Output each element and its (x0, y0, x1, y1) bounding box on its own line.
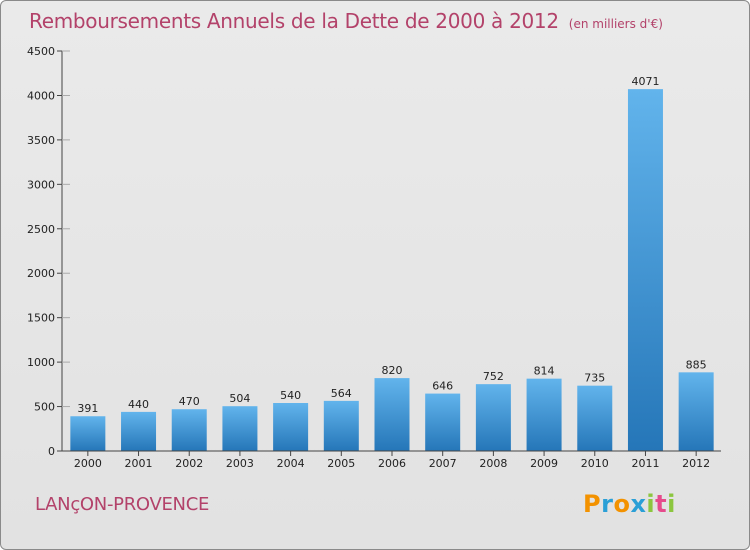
bar (577, 385, 613, 451)
x-tick-label: 2007 (429, 457, 457, 470)
x-tick-label: 2000 (74, 457, 102, 470)
x-tick-label: 2010 (581, 457, 609, 470)
x-tick-label: 2004 (277, 457, 305, 470)
logo-letter: i (667, 490, 676, 518)
y-tick-label: 0 (48, 445, 55, 458)
logo-letter: t (655, 490, 668, 518)
y-tick-label: 2500 (27, 223, 55, 236)
x-tick-label: 2001 (125, 457, 153, 470)
bar (425, 393, 461, 451)
y-tick-label: 500 (34, 401, 55, 414)
y-tick-label: 1000 (27, 356, 55, 369)
bar-value-label: 4071 (631, 75, 659, 88)
bar-value-label: 470 (179, 395, 200, 408)
chart-subtitle: (en milliers d'€) (568, 17, 663, 31)
commune-name: LANçON-PROVENCE (35, 494, 210, 515)
chart-title-text: Remboursements Annuels de la Dette de 20… (29, 9, 559, 33)
logo-letter: r (601, 490, 614, 518)
bar (475, 384, 511, 451)
x-tick-label: 2011 (631, 457, 659, 470)
bar (222, 406, 258, 451)
bar-chart: 0 500 1000 1500 2000 2500 3000 3500 4000 4500 391… (27, 45, 721, 470)
y-axis: 0 500 1000 1500 2000 2500 3000 3500 4000 4500 (27, 45, 70, 458)
logo-letter: i (646, 490, 656, 518)
bar (374, 378, 410, 451)
x-tick-label: 2012 (682, 457, 710, 470)
chart-title: Remboursements Annuels de la Dette de 20… (29, 9, 663, 33)
bar-value-label: 820 (382, 364, 403, 377)
y-tick-label: 4500 (27, 45, 55, 58)
bar (627, 89, 663, 451)
x-axis: 2000 2001 2002 2003 2004 2005 2006 2007 2008 2009… (62, 450, 721, 470)
bar-value-label: 735 (584, 372, 605, 385)
bar-value-label: 391 (77, 402, 98, 415)
bar-value-label: 540 (280, 389, 301, 402)
bar (323, 400, 359, 451)
bar-value-label: 440 (128, 398, 149, 411)
proxiti-logo-text: Proxiti (583, 490, 676, 518)
y-tick-label: 3500 (27, 134, 55, 147)
bars: 391 440 470 504 540 564 820 646 752 814 735 4071 885 (70, 75, 714, 451)
y-tick-label: 1500 (27, 312, 55, 325)
bar-value-label: 814 (534, 365, 555, 378)
bar-value-label: 752 (483, 370, 504, 383)
bar (273, 403, 309, 451)
proxiti-logo[interactable]: Proxiti (583, 490, 676, 518)
x-tick-label: 2003 (226, 457, 254, 470)
y-tick-label: 4000 (27, 89, 55, 102)
y-tick-label: 3000 (27, 178, 55, 191)
y-tick-label: 2000 (27, 267, 55, 280)
logo-letter: x (630, 490, 647, 518)
x-tick-label: 2005 (327, 457, 355, 470)
bar-value-label: 885 (686, 358, 707, 371)
bar-value-label: 564 (331, 387, 352, 400)
bar (678, 372, 714, 451)
bar-value-label: 504 (229, 392, 250, 405)
x-tick-label: 2002 (175, 457, 203, 470)
bar (526, 378, 562, 451)
bar (70, 416, 106, 451)
x-tick-label: 2006 (378, 457, 406, 470)
bar (121, 411, 157, 451)
logo-letter: P (583, 490, 602, 518)
x-tick-label: 2009 (530, 457, 558, 470)
bar (171, 409, 207, 451)
bar-value-label: 646 (432, 380, 453, 393)
x-tick-label: 2008 (479, 457, 507, 470)
logo-letter: o (613, 490, 631, 518)
